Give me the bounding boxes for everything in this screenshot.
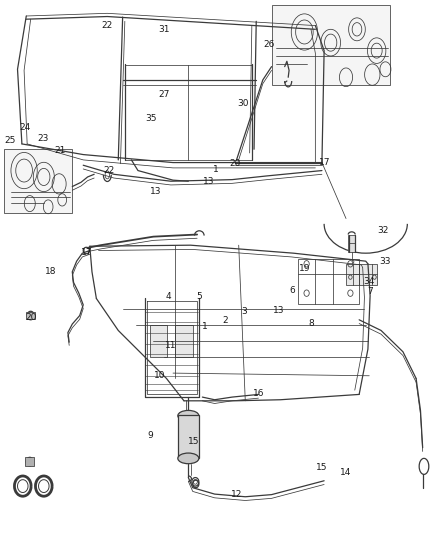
- Text: 20: 20: [230, 159, 241, 167]
- Bar: [346, 264, 377, 285]
- Text: 6: 6: [290, 286, 296, 295]
- Bar: [26, 312, 35, 319]
- Text: 1: 1: [213, 165, 219, 174]
- Bar: [25, 457, 34, 466]
- Text: 26: 26: [264, 41, 275, 49]
- Ellipse shape: [178, 453, 199, 464]
- Text: 34: 34: [363, 277, 374, 286]
- Text: 4: 4: [166, 293, 171, 301]
- Bar: [175, 325, 193, 357]
- Text: 13: 13: [273, 306, 284, 314]
- Text: 20: 20: [25, 313, 36, 321]
- Text: 11: 11: [165, 341, 176, 350]
- Bar: [272, 5, 390, 85]
- Bar: [348, 235, 355, 252]
- Bar: [150, 325, 167, 357]
- Bar: [4, 149, 72, 213]
- Text: 22: 22: [102, 21, 113, 30]
- Text: 8: 8: [308, 319, 314, 328]
- Text: 33: 33: [379, 257, 390, 265]
- Text: 27: 27: [159, 91, 170, 99]
- Text: 31: 31: [159, 26, 170, 34]
- Text: 1: 1: [201, 322, 208, 330]
- Text: 13: 13: [150, 188, 161, 196]
- Text: 15: 15: [316, 464, 327, 472]
- Text: 9: 9: [147, 432, 153, 440]
- Text: 17: 17: [319, 158, 331, 167]
- Text: 3: 3: [241, 308, 247, 316]
- Text: 21: 21: [55, 146, 66, 155]
- Text: 24: 24: [20, 124, 31, 132]
- Text: 12: 12: [231, 490, 242, 498]
- Text: 23: 23: [37, 134, 49, 143]
- Text: 25: 25: [5, 136, 16, 144]
- Bar: [178, 415, 199, 458]
- Text: 14: 14: [340, 469, 352, 477]
- Text: 19: 19: [299, 264, 310, 272]
- Text: 2: 2: [223, 317, 228, 325]
- Text: 18: 18: [45, 268, 56, 276]
- Text: 13: 13: [203, 177, 215, 185]
- Text: 32: 32: [378, 226, 389, 235]
- Text: 30: 30: [237, 100, 249, 108]
- Ellipse shape: [178, 410, 199, 421]
- Bar: [298, 259, 359, 304]
- Text: 7: 7: [367, 287, 373, 296]
- Text: 10: 10: [154, 372, 165, 380]
- Text: 22: 22: [103, 166, 114, 175]
- Text: 17: 17: [81, 248, 92, 256]
- Text: 35: 35: [145, 114, 157, 123]
- Text: 5: 5: [196, 292, 202, 301]
- Text: 16: 16: [253, 389, 265, 398]
- Text: 15: 15: [188, 437, 200, 446]
